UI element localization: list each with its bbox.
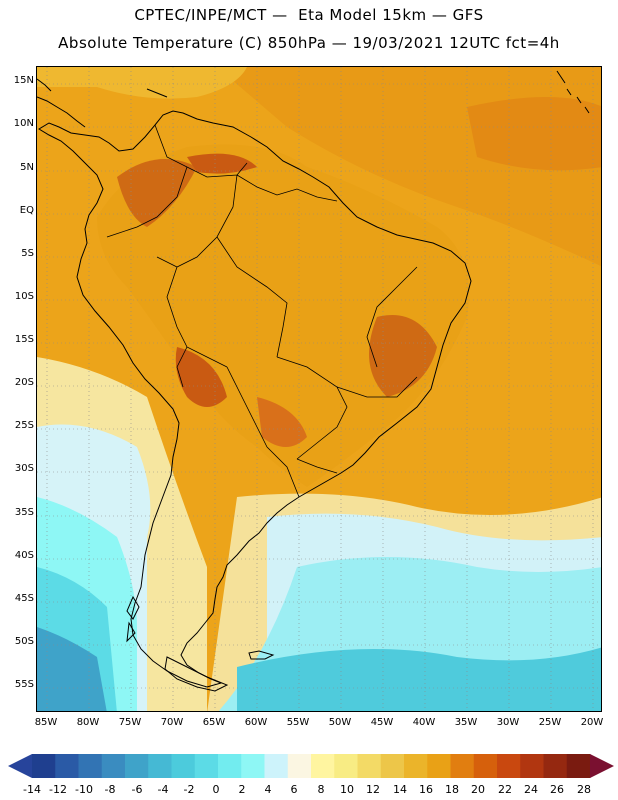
- lon-label: 75W: [118, 717, 142, 728]
- lat-label: 55S: [14, 679, 34, 690]
- lat-label: 10S: [14, 291, 34, 302]
- colorbar-label: 20: [471, 783, 485, 796]
- colorbar-label: 18: [445, 783, 459, 796]
- field-andes-north-warm: [117, 159, 197, 227]
- colorbar-label: 28: [577, 783, 591, 796]
- coastline-south-america: [38, 110, 472, 688]
- lat-label: 15N: [13, 75, 34, 86]
- colorbar-swatch: [241, 754, 265, 778]
- colorbar-label: 16: [419, 783, 433, 796]
- colorbar-overflow-arrow: [590, 754, 614, 778]
- title-line-1: CPTEC/INPE/MCT — Eta Model 15km — GFS: [134, 6, 484, 24]
- colorbar-swatch: [218, 754, 242, 778]
- colorbar-swatch: [148, 754, 172, 778]
- colorbar-label: 14: [393, 783, 407, 796]
- colorbar-swatch: [334, 754, 358, 778]
- colorbar-swatch: [194, 754, 219, 778]
- lat-label: 5N: [20, 162, 34, 173]
- colorbar-label: 12: [366, 783, 380, 796]
- lat-label: 5S: [21, 248, 34, 259]
- colorbar-label: -14: [23, 783, 41, 796]
- lat-label: 30S: [14, 463, 34, 474]
- colorbar-swatch: [78, 754, 103, 778]
- colorbar-label: -6: [131, 783, 143, 796]
- lat-label: 35S: [14, 507, 34, 518]
- field-ocean-warm: [467, 97, 601, 171]
- colorbar-swatch: [125, 754, 149, 778]
- field-brazil-east-warm: [369, 315, 437, 397]
- lon-label: 70W: [160, 717, 184, 728]
- field-venezuela-warm: [187, 153, 257, 174]
- colorbar-underflow-arrow: [8, 754, 32, 778]
- map-canvas: [37, 67, 601, 711]
- lat-label: 20S: [14, 377, 34, 388]
- lat-label: EQ: [19, 205, 34, 216]
- colorbar-swatch: [32, 754, 56, 778]
- colorbar-label: 0: [212, 783, 220, 796]
- colorbar-label: 2: [238, 783, 246, 796]
- temperature-map: [36, 66, 602, 712]
- field-southwest-coldest: [37, 627, 107, 711]
- colorbar-swatch: [311, 754, 335, 778]
- lat-label: 40S: [14, 550, 34, 561]
- lon-label: 30W: [496, 717, 520, 728]
- colorbar-swatch: [450, 754, 475, 778]
- lat-label: 25S: [14, 420, 34, 431]
- field-caribbean: [37, 67, 247, 99]
- colorbar-swatch: [264, 754, 289, 778]
- lat-label: 50S: [14, 636, 34, 647]
- lon-label: 50W: [328, 717, 352, 728]
- lon-label: 85W: [34, 717, 58, 728]
- colorbar-label: 8: [317, 783, 325, 796]
- colorbar-label: 4: [264, 783, 272, 796]
- title-line-2: Absolute Temperature (C) 850hPa — 19/03/…: [58, 34, 560, 52]
- colorbar-swatch: [404, 754, 428, 778]
- colorbar-swatch: [497, 754, 521, 778]
- lon-label: 45W: [370, 717, 394, 728]
- colorbar-swatch: [543, 754, 568, 778]
- lon-label: 55W: [286, 717, 310, 728]
- colorbar-swatch: [566, 754, 591, 778]
- coastline-tierra-del-fuego: [126, 595, 275, 692]
- field-parana-warm: [257, 397, 307, 447]
- field-continent: [97, 144, 469, 487]
- colorbar: [8, 754, 614, 778]
- colorbar-label: 22: [498, 783, 512, 796]
- country-borders: [106, 124, 418, 498]
- colorbar-label: -2: [183, 783, 195, 796]
- lon-label: 60W: [244, 717, 268, 728]
- colorbar-swatch: [520, 754, 544, 778]
- colorbar-label: -8: [104, 783, 116, 796]
- field-chaco-warm: [175, 347, 227, 407]
- colorbar-swatch: [427, 754, 451, 778]
- colorbar-swatch: [55, 754, 79, 778]
- lon-label: 25W: [538, 717, 562, 728]
- colorbar-label: 6: [290, 783, 298, 796]
- colorbar-label: 26: [550, 783, 564, 796]
- lon-label: 80W: [76, 717, 100, 728]
- colorbar-label: -10: [75, 783, 93, 796]
- colorbar-swatch: [171, 754, 196, 778]
- lat-label: 10N: [13, 118, 34, 129]
- lon-label: 20W: [580, 717, 604, 728]
- colorbar-swatch: [287, 754, 312, 778]
- colorbar-swatch: [357, 754, 382, 778]
- colorbar-swatch: [380, 754, 405, 778]
- colorbar-label: -4: [157, 783, 169, 796]
- lon-label: 65W: [202, 717, 226, 728]
- colorbar-swatch: [473, 754, 498, 778]
- colorbar-swatch: [101, 754, 126, 778]
- colorbar-label: -12: [49, 783, 67, 796]
- coastline-central-america: [37, 70, 590, 128]
- colorbar-label: 24: [524, 783, 538, 796]
- lat-label: 45S: [14, 593, 34, 604]
- lon-label: 40W: [412, 717, 436, 728]
- field-atlantic-colder: [237, 647, 601, 711]
- lat-label: 15S: [14, 334, 34, 345]
- lon-label: 35W: [454, 717, 478, 728]
- colorbar-label: 10: [340, 783, 354, 796]
